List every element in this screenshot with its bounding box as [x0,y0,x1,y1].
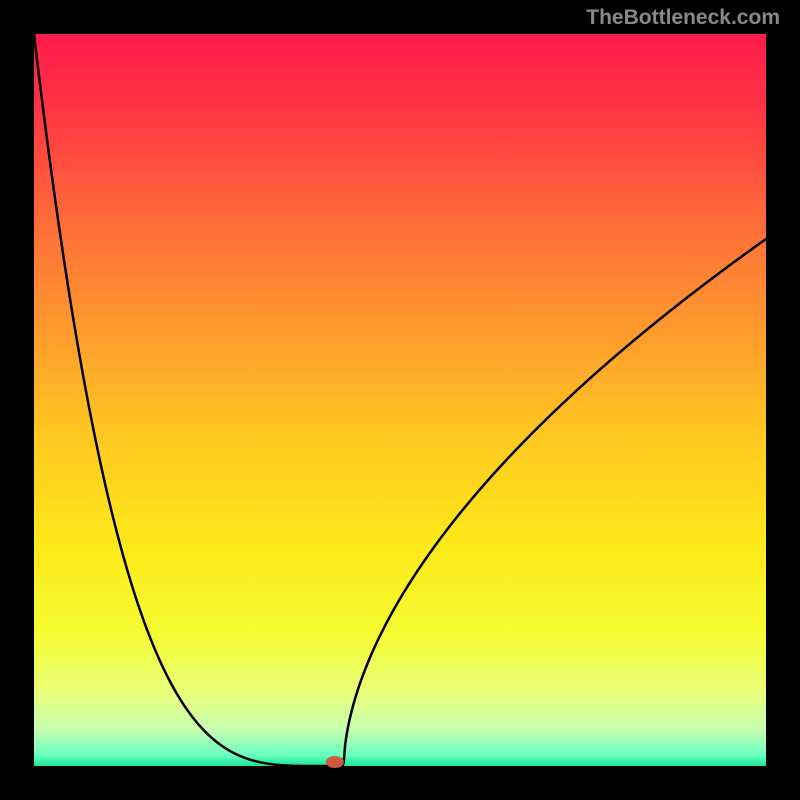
dip-marker [326,756,344,768]
watermark-text: TheBottleneck.com [586,6,780,30]
chart-container: TheBottleneck.com [0,0,800,800]
chart-svg [0,0,800,800]
plot-background [34,34,766,766]
